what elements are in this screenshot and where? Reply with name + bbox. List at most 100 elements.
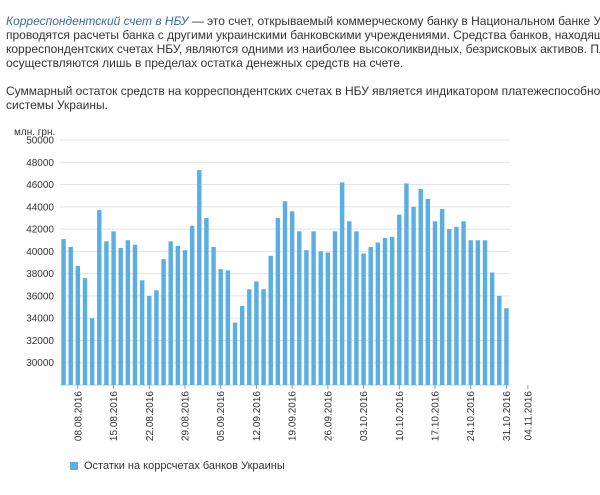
x-tick-label: 10.10.2016 <box>395 391 406 441</box>
bar <box>132 244 138 385</box>
bar <box>297 231 302 385</box>
bar <box>282 201 288 385</box>
bar <box>332 231 338 385</box>
x-tick-label: 24.10.2016 <box>466 391 477 441</box>
bar <box>404 183 409 385</box>
bar <box>304 250 309 385</box>
bar <box>382 238 388 385</box>
bar <box>318 251 323 385</box>
x-tick-label: 22.08.2016 <box>145 391 156 441</box>
bar <box>325 252 331 385</box>
bar <box>389 236 395 385</box>
bar <box>139 280 145 385</box>
indicator-line-2: системы Украины. <box>6 98 108 112</box>
definition-line-3: корреспондентских счетах НБУ, являются о… <box>6 42 600 56</box>
bar <box>254 281 259 385</box>
x-tick-label: 12.09.2016 <box>252 391 263 441</box>
bar <box>411 206 416 385</box>
bar <box>204 217 209 385</box>
y-tick-label: 44000 <box>26 202 54 213</box>
y-tick-label: 32000 <box>26 336 54 347</box>
bar <box>468 240 473 385</box>
bar <box>189 225 195 385</box>
bar <box>489 272 495 385</box>
bar <box>289 211 295 385</box>
y-tick-label: 30000 <box>26 358 54 369</box>
bars <box>61 170 509 385</box>
bar <box>68 246 73 385</box>
bar <box>161 259 166 385</box>
y-tick-label: 34000 <box>26 314 54 325</box>
x-tick-label: 31.10.2016 <box>502 391 513 441</box>
x-tick-label: 04.11.2016 <box>523 391 534 441</box>
bar <box>211 246 216 385</box>
paragraph-indicator: Суммарный остаток средств на корреспонде… <box>6 84 600 112</box>
bar <box>447 229 452 385</box>
term-link[interactable]: Корреспондентский счет в НБУ <box>6 14 189 28</box>
bar <box>497 295 502 385</box>
bar <box>197 170 202 385</box>
bar <box>225 270 231 385</box>
bar <box>425 199 431 385</box>
legend-swatch <box>70 462 78 470</box>
article-text: Корреспондентский счет в НБУ — это счет,… <box>6 14 600 112</box>
bar <box>61 239 66 385</box>
bar <box>147 295 152 385</box>
bar <box>311 231 316 385</box>
x-tick-label: 26.09.2016 <box>323 391 334 441</box>
bar <box>247 289 252 385</box>
bar <box>261 289 266 385</box>
x-axis-ticks: 08.08.2016 15.08.2016 22.08.2016 29.08.2016… <box>73 385 534 441</box>
paragraph-definition: Корреспондентский счет в НБУ — это счет,… <box>6 14 600 70</box>
bar <box>268 255 273 385</box>
bar <box>232 322 238 385</box>
bar <box>175 245 181 385</box>
x-tick-label: 03.10.2016 <box>359 391 370 441</box>
definition-line-4: осуществляются лишь в пределах остатка д… <box>6 56 404 70</box>
bar <box>475 240 481 385</box>
definition-line-1: — это счет, открываемый коммерческому ба… <box>188 14 600 28</box>
bar <box>97 210 102 385</box>
indicator-line-1: Суммарный остаток средств на корреспонде… <box>6 84 600 98</box>
y-tick-label: 36000 <box>26 291 54 302</box>
bar <box>168 241 173 385</box>
bar <box>118 248 123 385</box>
bar <box>339 182 345 385</box>
bar <box>82 278 88 385</box>
bar <box>454 226 459 385</box>
y-tick-label: 42000 <box>26 225 54 236</box>
x-tick-label: 19.09.2016 <box>288 391 299 441</box>
y-axis-unit-label: млн. грн. <box>14 127 56 138</box>
y-tick-label: 46000 <box>26 180 54 191</box>
bar <box>482 240 488 385</box>
x-tick-label: 17.10.2016 <box>431 391 442 441</box>
definition-line-2: проводятся расчеты банка с другими украи… <box>6 28 600 42</box>
y-axis-ticks: 30000 32000 34000 36000 38000 40000 42000 44000… <box>26 136 54 370</box>
bar <box>75 265 81 385</box>
y-tick-label: 50000 <box>26 136 54 147</box>
bar <box>354 231 359 385</box>
bar <box>275 217 281 385</box>
bar <box>432 221 438 385</box>
bar <box>439 209 445 385</box>
x-tick-label: 08.08.2016 <box>73 391 84 441</box>
bar <box>111 231 116 385</box>
legend: Остатки на коррсчетах банков Украины <box>70 460 285 472</box>
bar <box>104 241 109 385</box>
bar <box>397 214 402 385</box>
bar <box>239 305 245 385</box>
bar <box>154 290 159 385</box>
bar <box>418 189 423 385</box>
bar <box>125 240 131 385</box>
x-tick-label: 29.08.2016 <box>181 391 192 441</box>
bar <box>347 221 352 385</box>
bar <box>375 242 381 385</box>
bar <box>504 308 509 385</box>
bar <box>361 253 366 385</box>
y-tick-label: 40000 <box>26 247 54 258</box>
x-tick-label: 05.09.2016 <box>216 391 227 441</box>
bar <box>368 246 373 385</box>
bar <box>182 250 188 385</box>
legend-label: Остатки на коррсчетах банков Украины <box>84 460 285 472</box>
